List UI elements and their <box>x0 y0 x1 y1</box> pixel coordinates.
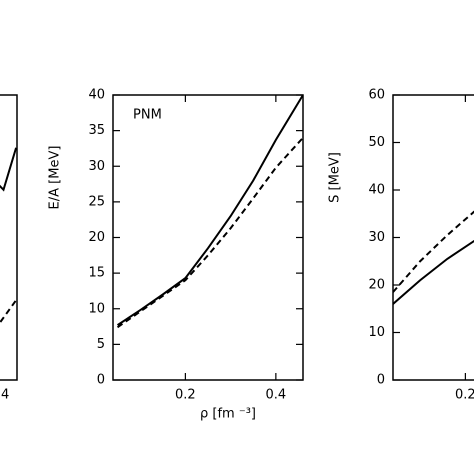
y-tick-label: 20 <box>368 278 385 293</box>
y-tick-label: 30 <box>88 159 105 174</box>
line-series <box>393 239 474 305</box>
y-tick-label: 40 <box>88 88 105 103</box>
panel: 0 5 10 15 20 25 30 35 40 0.2 0.4 ρ [fm ⁻³] E/A [MeV]… <box>48 88 304 422</box>
y-axis-label: E/A [MeV] <box>48 146 63 210</box>
y-tick-label: 40 <box>368 183 385 198</box>
x-axis-label: ρ [fm ⁻³] <box>200 407 256 422</box>
y-tick-label: 60 <box>368 88 385 103</box>
x-tick-label: 0.2 <box>455 388 474 403</box>
y-tick-label: 15 <box>88 266 105 281</box>
x-tick-label: 0.4 <box>0 388 9 403</box>
line-series <box>393 210 474 293</box>
line-series <box>0 299 17 325</box>
y-tick-label: 10 <box>88 301 105 316</box>
x-tick-label: 0.2 <box>175 388 196 403</box>
y-tick-label: 5 <box>97 337 105 352</box>
line-series <box>0 147 17 192</box>
plot-frame <box>0 94 18 381</box>
y-tick-label: 20 <box>88 230 105 245</box>
y-tick-label: 0 <box>377 373 385 388</box>
line-series <box>116 95 303 326</box>
y-tick-label: 10 <box>368 325 385 340</box>
y-tick-label: 50 <box>368 135 385 150</box>
y-tick-label: 35 <box>88 123 105 138</box>
y-tick-label: 0 <box>97 373 105 388</box>
x-tick-label: 0.4 <box>266 388 287 403</box>
panel: 0.4ρ [fm ⁻³] <box>0 94 18 403</box>
y-axis-label: S [MeV] <box>328 152 343 203</box>
panel: 0 10 20 30 40 50 60 0.2 S [MeV] <box>328 88 474 403</box>
plot-frame <box>112 94 304 381</box>
annotation: PNM <box>133 108 162 123</box>
plot-frame <box>392 94 474 381</box>
y-tick-label: 25 <box>88 194 105 209</box>
line-series <box>116 137 303 329</box>
y-tick-label: 30 <box>368 230 385 245</box>
